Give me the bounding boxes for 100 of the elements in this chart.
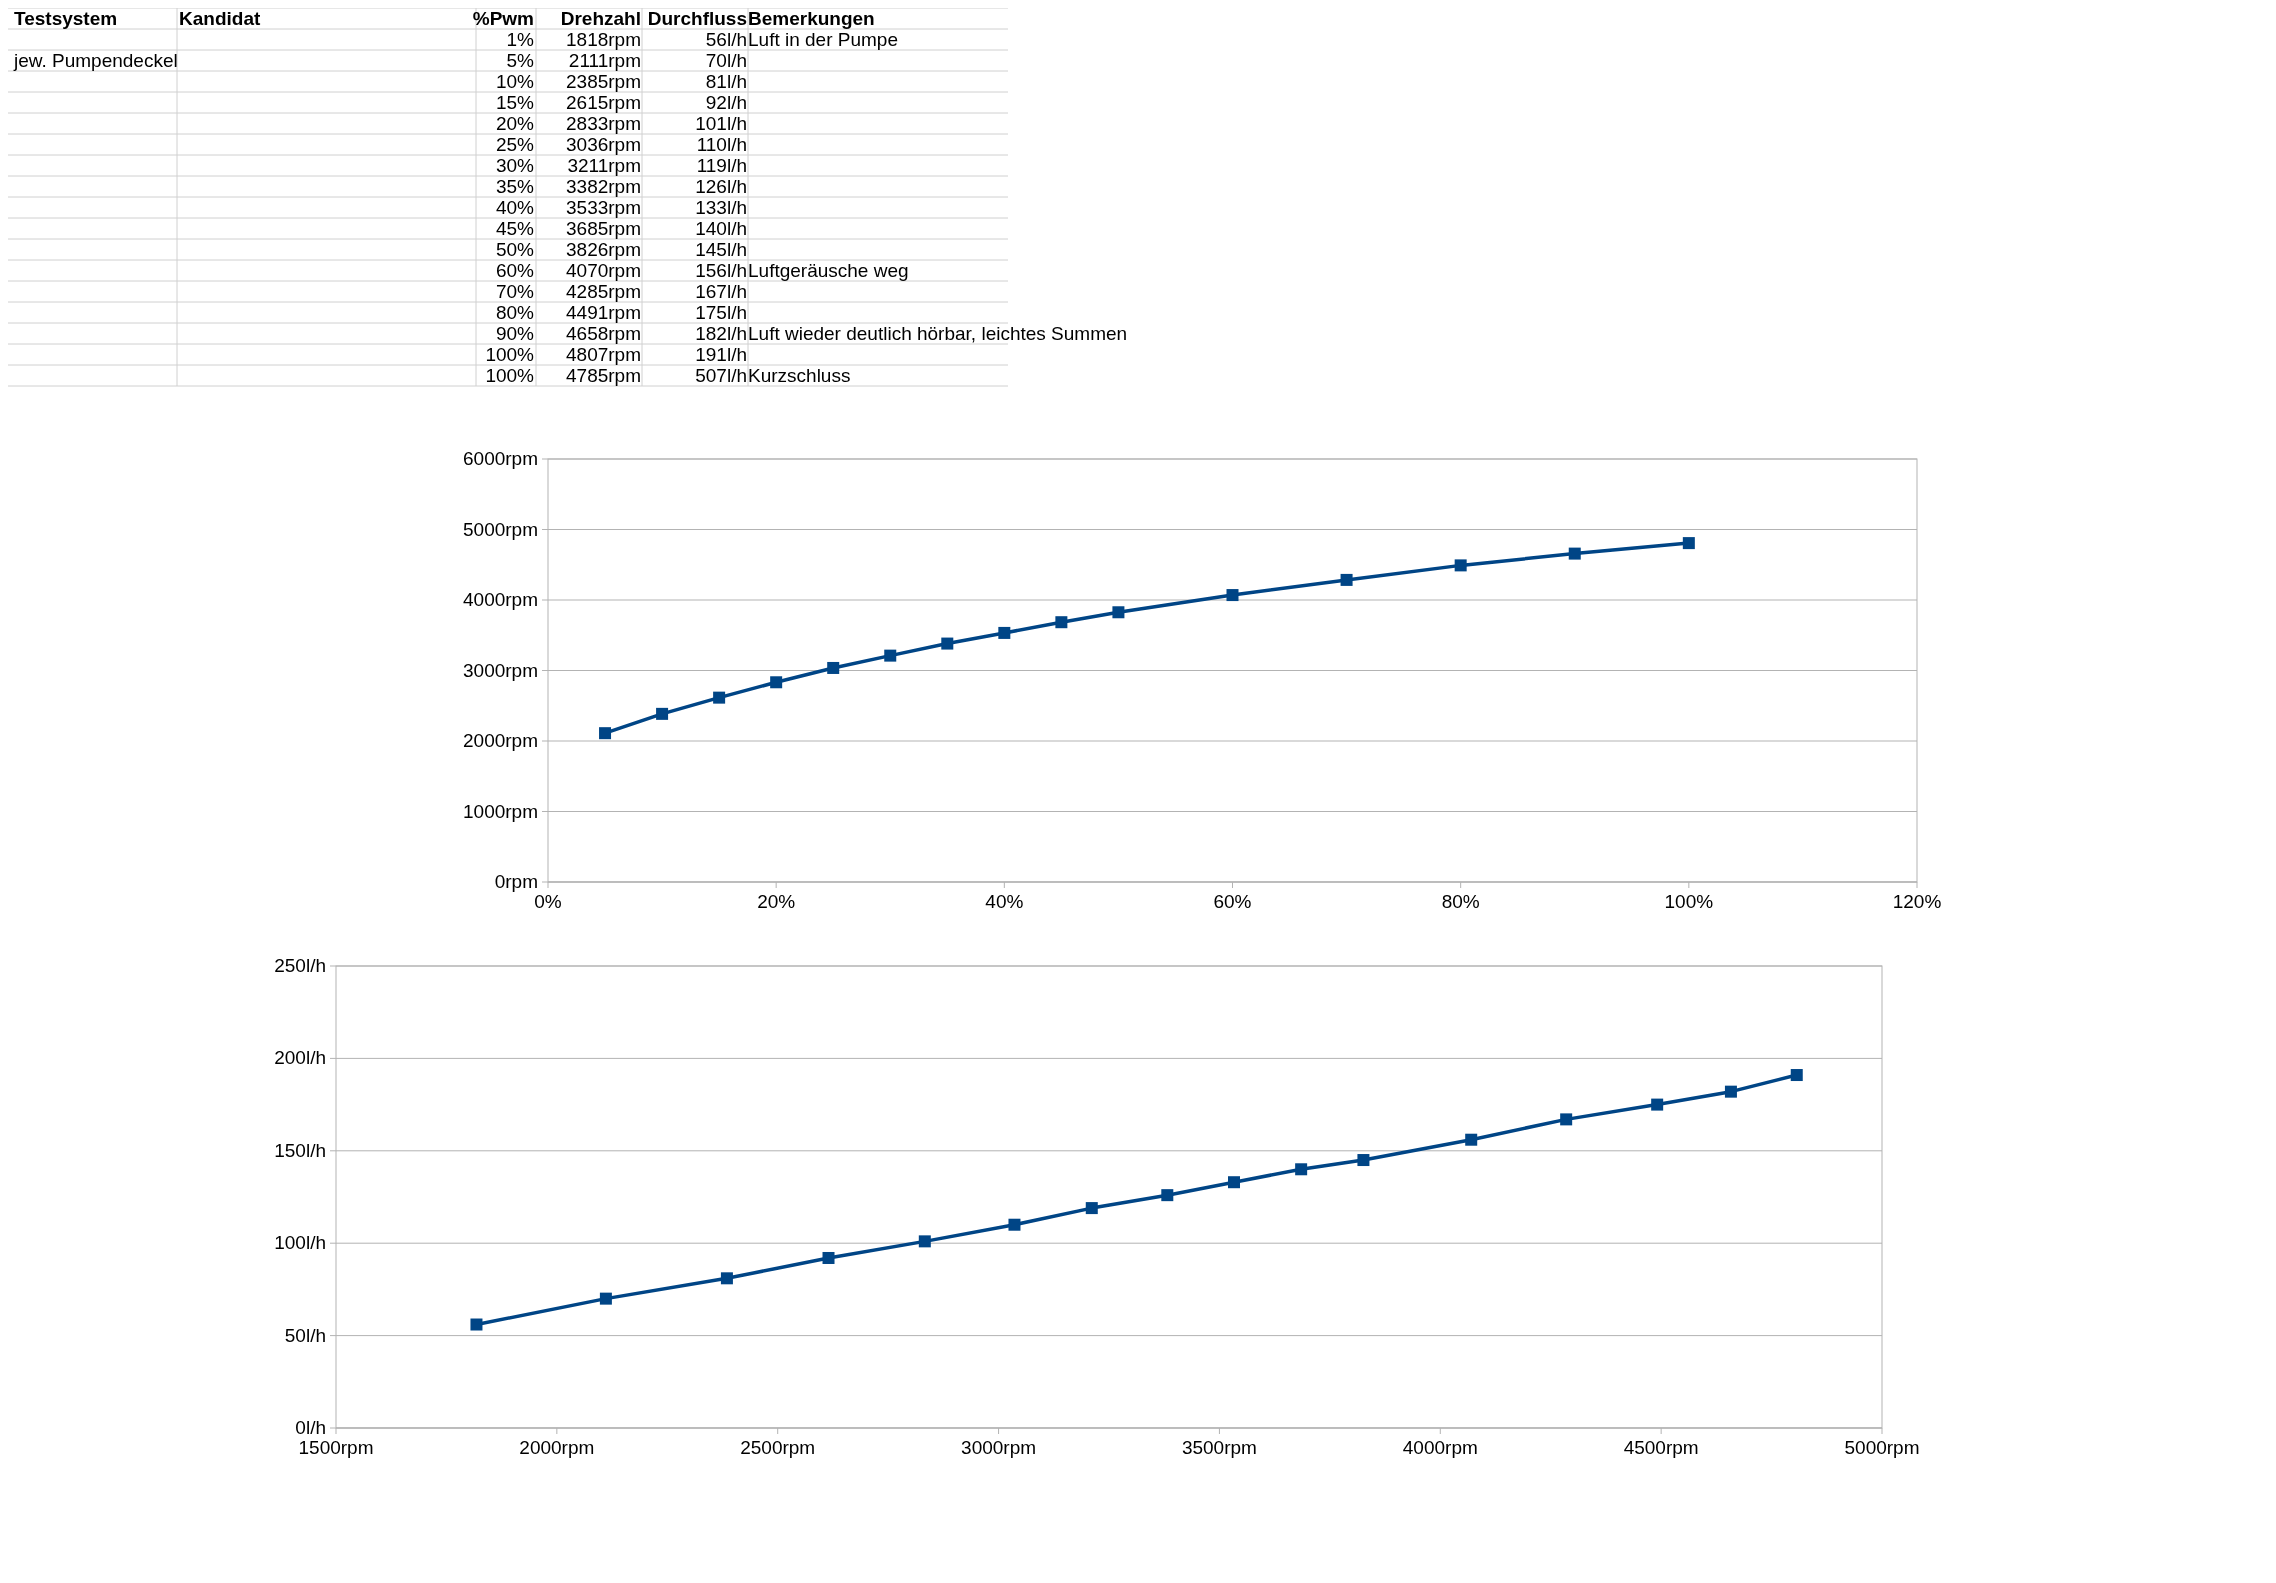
y-tick-label: 6000rpm (463, 448, 538, 469)
text: 3826rpm (566, 239, 641, 260)
text: 133l/h (695, 197, 747, 218)
text: 140l/h (695, 218, 747, 239)
text: 3382rpm (566, 176, 641, 197)
y-tick-label: 4000rpm (463, 589, 538, 610)
y-tick-label: 100l/h (274, 1232, 326, 1254)
point (1340, 573, 1353, 586)
x-tick-label: 3500rpm (1181, 1437, 1257, 1458)
text: 191l/h (695, 344, 747, 365)
text: 4785rpm (566, 365, 641, 386)
point (1465, 1133, 1478, 1146)
point (1560, 1113, 1573, 1126)
point (1568, 547, 1581, 560)
x-tick-label: 3000rpm (961, 1437, 1037, 1458)
text: 3211rpm (567, 155, 641, 176)
x-tick-label: 60% (1213, 891, 1252, 912)
category-label: Kandidat (179, 8, 261, 29)
y-tick-label: 1000rpm (463, 800, 538, 822)
x-tick-label: 5000rpm (1844, 1437, 1920, 1458)
text: 1% (506, 29, 534, 50)
text: Luft in der Pumpe (748, 29, 898, 50)
x-tick-label: 40% (985, 891, 1024, 912)
text: 5% (506, 50, 534, 71)
point (1228, 1176, 1241, 1189)
point (770, 676, 783, 689)
text: Kurzschluss (748, 365, 851, 386)
text: 3036rpm (566, 134, 641, 155)
x-tick-label: 80% (1441, 891, 1480, 912)
text: 81l/h (705, 71, 747, 92)
y-tick-label: 150l/h (274, 1139, 326, 1161)
text: 100% (485, 365, 534, 386)
text: 2111rpm (568, 50, 641, 71)
text: 80% (495, 302, 534, 323)
point (884, 649, 897, 662)
point (599, 727, 612, 740)
text: 2615rpm (566, 92, 641, 113)
text: 126l/h (695, 176, 747, 197)
point (941, 637, 954, 650)
point (599, 1292, 612, 1305)
x-tick-label: 100% (1664, 891, 1714, 912)
text: 92l/h (705, 92, 747, 113)
text: Luftgeräusche weg (748, 260, 909, 281)
point (1295, 1163, 1308, 1176)
text: 1818rpm (566, 29, 641, 50)
point (1226, 589, 1239, 602)
text: 45% (495, 218, 534, 239)
text: 110l/h (696, 134, 747, 155)
text: 4491rpm (566, 302, 641, 323)
y-tick-label: 0l/h (295, 1417, 326, 1438)
category-label: Bemerkungen (748, 8, 875, 29)
text: 30% (495, 155, 534, 176)
point (1085, 1202, 1098, 1215)
text: jew. Pumpendeckel (14, 50, 178, 71)
text: 4285rpm (566, 281, 641, 302)
text: 119l/h (696, 155, 747, 176)
text: 182l/h (695, 323, 747, 344)
text: 156l/h (695, 260, 747, 281)
y-tick-label: 5000rpm (463, 518, 538, 540)
text: 100% (485, 344, 534, 365)
point (1112, 606, 1125, 619)
text: 70% (495, 281, 534, 302)
point (1454, 559, 1467, 572)
text: 35% (495, 176, 534, 197)
text: 10% (495, 71, 534, 92)
category-label: Testsystem (14, 8, 118, 29)
point (1357, 1154, 1370, 1167)
category-label: Drehzahl (560, 8, 641, 29)
y-tick-label: 0rpm (494, 871, 538, 892)
text: 101l/h (695, 113, 747, 134)
x-tick-label: 4500rpm (1623, 1437, 1699, 1458)
point (720, 1272, 733, 1285)
point (1161, 1189, 1174, 1202)
x-tick-label: 4000rpm (1402, 1437, 1478, 1458)
y-tick-label: 3000rpm (463, 659, 538, 681)
point (656, 707, 669, 720)
point (1682, 537, 1695, 550)
y-tick-label: 250l/h (274, 955, 326, 976)
y-tick-label: 2000rpm (463, 730, 538, 751)
point (1651, 1098, 1664, 1111)
point (998, 626, 1011, 639)
x-tick-label: 2500rpm (740, 1437, 816, 1458)
text: 25% (495, 134, 534, 155)
point (470, 1318, 483, 1331)
x-tick-label: 2000rpm (519, 1437, 595, 1458)
point (1724, 1085, 1737, 1098)
text: 4807rpm (566, 344, 641, 365)
text: 2833rpm (566, 113, 641, 134)
text: 167l/h (695, 281, 747, 302)
point (1008, 1218, 1021, 1231)
x-tick-label: 120% (1892, 891, 1942, 912)
text: 56l/h (705, 29, 747, 50)
text: 15% (495, 92, 534, 113)
x-tick-label: 1500rpm (298, 1437, 374, 1458)
x-tick-label: 0% (534, 891, 562, 912)
text: 70l/h (705, 50, 747, 71)
y-tick-label: 200l/h (274, 1047, 326, 1069)
text: 2385rpm (566, 71, 641, 92)
point (918, 1235, 931, 1248)
text: Luft wieder deutlich hörbar, leichtes Summen (748, 323, 1128, 344)
